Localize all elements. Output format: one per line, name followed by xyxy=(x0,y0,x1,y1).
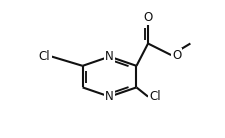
Text: O: O xyxy=(172,49,181,62)
Text: N: N xyxy=(105,90,114,103)
Text: O: O xyxy=(143,11,153,24)
Text: Cl: Cl xyxy=(39,50,50,63)
Text: N: N xyxy=(105,50,114,63)
Text: Cl: Cl xyxy=(150,90,161,103)
